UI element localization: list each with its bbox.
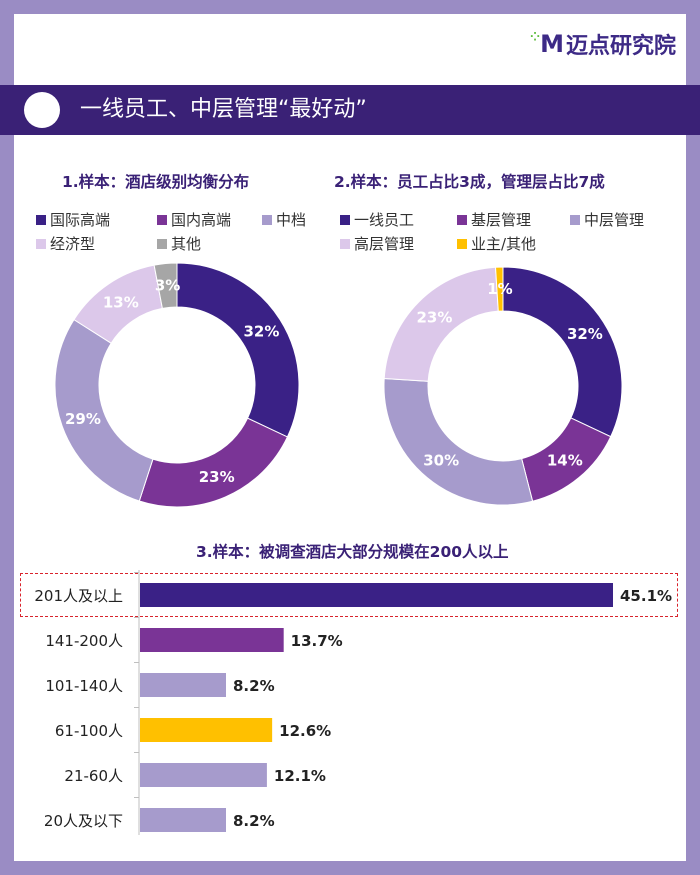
logo-mark-grid-icon: ⁘ [530,30,541,44]
bar-value-label: 8.2% [233,812,275,830]
legend-swatch [457,214,467,225]
bar-value-label: 13.7% [291,632,343,650]
donut-value-label: 32% [243,322,279,340]
legend-item: 国内高端 [157,209,231,230]
legend-item: 基层管理 [457,209,531,230]
legend-label: 基层管理 [471,211,532,229]
bar-value-label: 12.6% [279,722,331,740]
bar-category-label: 141-200人 [45,632,123,650]
donut-value-label: 3% [155,276,180,294]
legend-label: 一线员工 [354,211,415,229]
donut-value-label: 32% [567,325,603,343]
legend-label: 经济型 [50,235,96,253]
legend-label: 中层管理 [584,211,645,229]
donut-slice [176,262,300,438]
legend-label: 中档 [276,211,307,229]
legend-item: 高层管理 [340,233,414,254]
chart2-donut: 32% 14% 30% 23% 1% [383,266,623,506]
legend-item: 其他 [157,233,201,254]
donut-value-label: 13% [103,293,139,311]
legend-label: 高层管理 [354,235,415,253]
donut-slice [54,318,154,502]
legend-label: 国内高端 [171,211,232,229]
bar-category-label: 61-100人 [55,722,123,740]
bar [140,628,284,652]
chart1-title: 1.样本：酒店级别均衡分布 [62,173,250,191]
header-banner: 一线员工、中层管理“最好动” [0,85,700,135]
legend-swatch [157,214,167,225]
donut-value-label: 14% [547,452,583,470]
donut-value-label: 23% [416,308,452,326]
legend-label: 其他 [171,235,202,253]
donut-slice [502,266,623,438]
legend-swatch [36,214,46,225]
bar-value-label: 45.1% [620,587,672,605]
donut-slice [138,417,289,508]
bar [140,718,273,742]
legend-swatch [570,214,580,225]
bar-category-label: 21-60人 [64,767,123,785]
chart2-title: 2.样本：员工占比3成，管理层占比7成 [334,173,605,191]
donut-value-label: 23% [199,468,235,486]
bar-category-label: 101-140人 [45,677,123,695]
legend-item: 一线员工 [340,209,414,230]
legend-item: 业主/其他 [457,233,536,254]
legend-swatch [36,238,46,249]
legend-label: 业主/其他 [471,235,537,253]
chart3-bars: 201人及以上 45.1% 141-200人 13.7% 101-140人 8.2% 61-… [34,570,672,835]
bar-value-label: 8.2% [233,677,275,695]
highlight-box [20,573,678,617]
bar-category-label: 201人及以上 [34,587,123,605]
bar-value-label: 12.1% [274,767,326,785]
legend-item: 中档 [262,209,306,230]
legend-item: 经济型 [36,233,95,254]
bar [140,673,226,697]
bar [140,808,226,832]
donut-slice [383,377,534,506]
bar [140,583,613,607]
donut-slice [153,262,178,309]
legend-swatch [262,214,272,225]
bar [140,763,267,787]
donut-value-label: 30% [423,452,459,470]
page-title: 一线员工、中层管理“最好动” [80,97,367,122]
donut-value-label: 29% [65,410,101,428]
donut-value-label: 1% [487,280,512,298]
legend-swatch [457,238,467,249]
bar-category-label: 20人及以下 [44,812,123,830]
chart1-donut: 32% 23% 29% 13% 3% [54,262,300,508]
logo: ⁘M 迈点研究院 [530,28,676,60]
legend-item: 中层管理 [570,209,644,230]
logo-text: 迈点研究院 [565,34,676,59]
legend-swatch [157,238,167,249]
circle-icon [24,92,60,128]
donut-slice [494,266,504,312]
legend-swatch [340,238,350,249]
chart3-title: 3.样本：被调查酒店大部分规模在200人以上 [196,543,509,561]
legend-item: 国际高端 [36,209,110,230]
legend-label: 国际高端 [50,211,111,229]
legend-swatch [340,214,350,225]
logo-mark: ⁘M [530,30,564,58]
